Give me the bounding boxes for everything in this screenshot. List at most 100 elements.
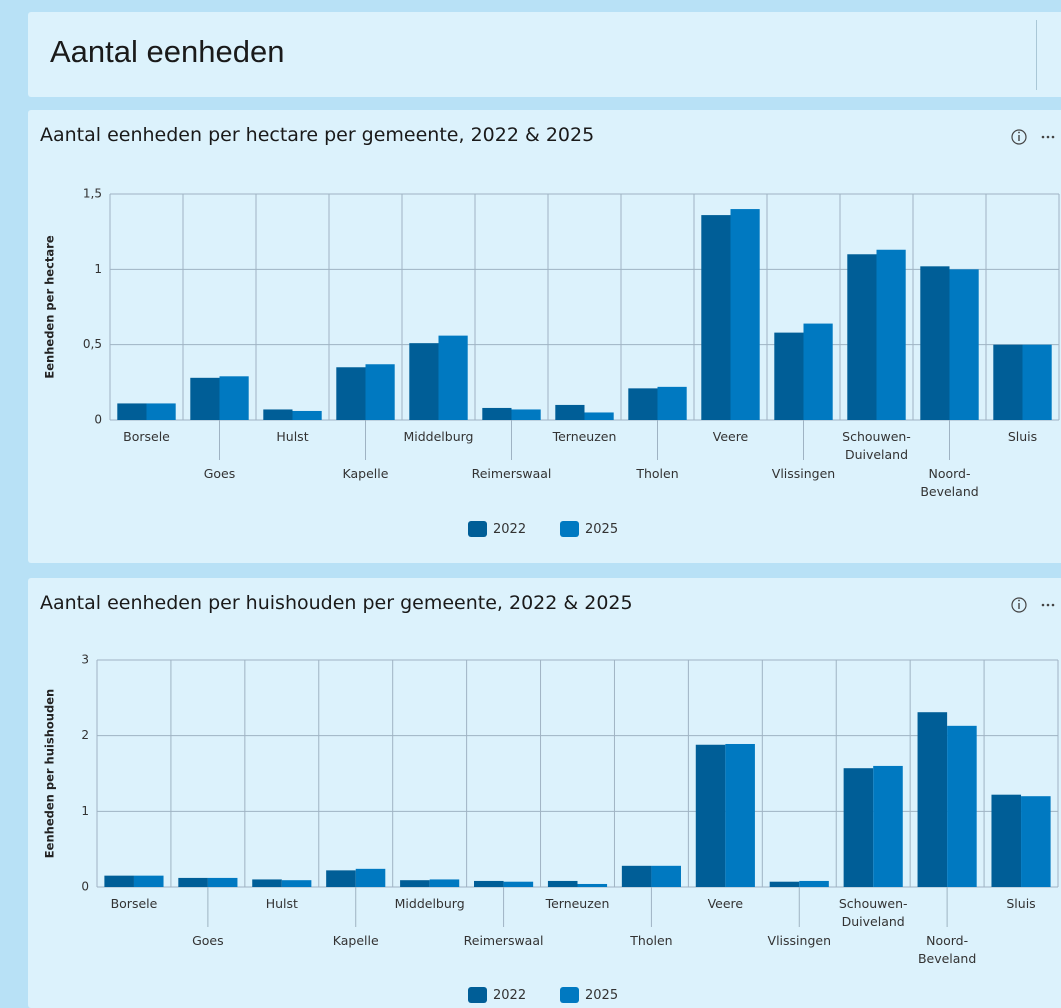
x-tick-label: Schouwen-Duiveland xyxy=(842,429,911,462)
bar xyxy=(511,409,541,420)
bar xyxy=(133,875,164,887)
bar xyxy=(292,410,322,420)
info-icon xyxy=(1018,131,1020,134)
bar xyxy=(400,880,430,887)
bar xyxy=(409,343,439,420)
chart: 0 0,5 1 1,5 Eenheden per hectare xyxy=(43,129,1060,460)
bar xyxy=(876,249,906,420)
chart-panel: 0 0,5 1 1,5 Eenheden per hectare Aantal eenhe… xyxy=(28,110,1061,563)
bar xyxy=(920,266,950,420)
more-icon xyxy=(1041,135,1045,139)
x-tick-label: Noord-Beveland xyxy=(920,466,979,499)
x-tick-label: Veere xyxy=(712,429,749,444)
bar xyxy=(365,364,395,420)
y-tick-label: 3 xyxy=(81,653,89,667)
x-tick-label: Reimerswaal xyxy=(463,933,544,948)
x-tick-label: Borsele xyxy=(123,429,170,444)
legend-item: 2022 xyxy=(468,521,526,537)
legend-item: 2022 xyxy=(468,987,526,1003)
y-tick-label: 1 xyxy=(81,804,89,818)
bar xyxy=(947,725,977,887)
bar xyxy=(474,880,504,887)
y-tick-label: 1,5 xyxy=(83,187,102,201)
bar xyxy=(803,323,833,420)
divider xyxy=(1036,20,1037,90)
bar xyxy=(207,877,238,887)
bar xyxy=(190,377,220,420)
bar xyxy=(651,865,681,887)
bar xyxy=(584,412,614,420)
bar xyxy=(730,209,760,420)
bar xyxy=(577,883,608,887)
page-title: Aantal eenheden xyxy=(50,34,285,69)
info-icon xyxy=(1018,599,1020,602)
more-icon xyxy=(1051,603,1055,607)
bar xyxy=(326,870,356,887)
x-tick-label: Schouwen-Duiveland xyxy=(838,896,908,929)
header-panel: Aantal eenheden xyxy=(28,12,1061,97)
legend-swatch xyxy=(560,521,579,537)
x-tick-label: Terneuzen xyxy=(545,896,610,911)
bar xyxy=(555,404,585,420)
y-tick-label: 0 xyxy=(94,413,102,427)
bar xyxy=(438,335,468,420)
bar xyxy=(701,215,731,420)
chart: 0 1 2 3 Eenheden per huishouden xyxy=(43,597,1059,927)
x-tick-label: Kapelle xyxy=(342,466,389,481)
legend-item: 2025 xyxy=(560,521,618,537)
more-icon xyxy=(1051,135,1055,139)
chart-panel: 0 1 2 3 Eenheden per huishouden Aantal eenhed… xyxy=(28,578,1061,1008)
bar xyxy=(219,376,249,420)
y-tick-label: 1 xyxy=(94,262,102,276)
x-tick-label: Sluis xyxy=(1007,429,1038,444)
x-tick-label: Vlissingen xyxy=(767,933,831,948)
x-tick-label: Hulst xyxy=(276,429,309,444)
bar xyxy=(991,794,1022,887)
x-tick-label: Vlissingen xyxy=(771,466,836,481)
bar xyxy=(949,269,979,420)
x-tick-label: Reimerswaal xyxy=(471,466,552,481)
x-tick-label: Tholen xyxy=(630,933,673,948)
x-tick-label: Hulst xyxy=(265,896,298,911)
info-icon xyxy=(1011,597,1027,613)
bar xyxy=(769,881,800,887)
legend-item: 2025 xyxy=(560,987,618,1003)
y-tick-label: 0,5 xyxy=(83,337,102,351)
x-tick-label: Sluis xyxy=(1006,896,1036,911)
bar xyxy=(503,881,534,887)
x-tick-label: Noord-Beveland xyxy=(917,933,977,966)
x-tick-label: Middelburg xyxy=(394,896,465,911)
x-tick-label: Kapelle xyxy=(332,933,379,948)
bar xyxy=(104,875,134,887)
more-icon xyxy=(1046,603,1050,607)
bar xyxy=(657,386,687,420)
more-icon xyxy=(1046,135,1050,139)
bar xyxy=(993,344,1023,420)
bar xyxy=(117,403,147,420)
y-axis-title: Eenheden per huishouden xyxy=(43,689,57,858)
x-tick-label: Goes xyxy=(192,933,224,948)
x-tick-label: Middelburg xyxy=(403,429,474,444)
bar xyxy=(847,254,877,420)
legend-swatch xyxy=(468,521,487,537)
bar xyxy=(482,407,512,420)
bar xyxy=(917,712,948,887)
y-axis-title: Eenheden per hectare xyxy=(43,235,57,378)
bar xyxy=(252,879,282,887)
bar xyxy=(336,367,366,420)
legend-label: 2022 xyxy=(493,987,527,1003)
bar xyxy=(1021,796,1051,887)
x-tick-label: Goes xyxy=(203,466,236,481)
bar xyxy=(146,403,176,420)
bar xyxy=(429,879,460,887)
more-icon xyxy=(1041,603,1045,607)
legend-label: 2025 xyxy=(585,521,619,537)
bar xyxy=(799,880,829,887)
bar xyxy=(178,877,208,887)
chart-title: Aantal eenheden per hectare per gemeente… xyxy=(40,124,595,146)
bar xyxy=(621,865,652,887)
x-tick-label: Tholen xyxy=(636,466,679,481)
bar xyxy=(725,743,755,887)
bar xyxy=(873,765,903,887)
